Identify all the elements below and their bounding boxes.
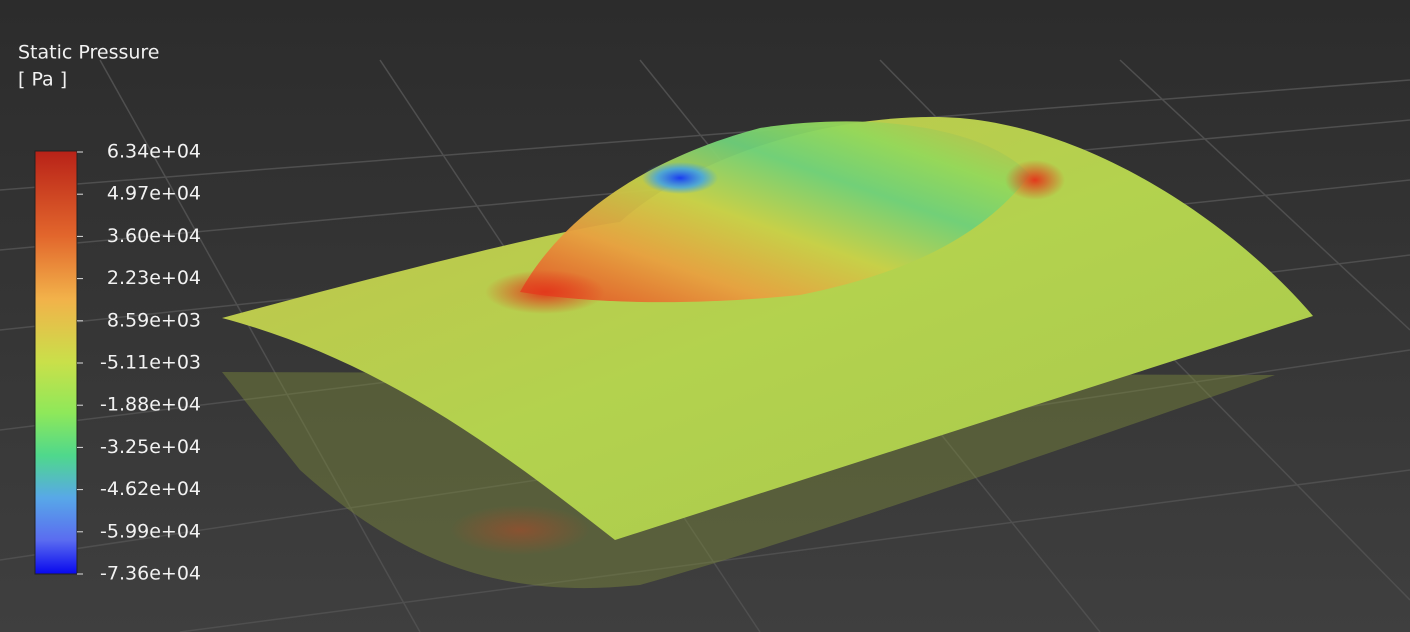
legend-label: 3.60e+04 — [107, 225, 201, 247]
legend-label: -5.99e+04 — [100, 520, 201, 542]
legend-label: 8.59e+03 — [107, 309, 201, 331]
legend-label: 6.34e+04 — [107, 141, 201, 163]
legend-label: -4.62e+04 — [100, 478, 201, 500]
legend-label: 4.97e+04 — [107, 183, 201, 205]
legend-label: -5.11e+03 — [100, 352, 201, 374]
legend-unit: [ Pa ] — [18, 69, 67, 91]
legend-label: -1.88e+04 — [100, 394, 201, 416]
bump-contour — [520, 121, 1030, 303]
legend-label: -3.25e+04 — [100, 436, 201, 458]
legend-title: Static Pressure — [18, 42, 160, 64]
suction-zone — [642, 162, 718, 194]
pressure-surface — [222, 116, 1313, 540]
legend-label: 2.23e+04 — [107, 267, 201, 289]
stagnation-zone — [1005, 160, 1065, 200]
stagnation-zone — [485, 270, 605, 314]
lower-zone — [450, 505, 590, 555]
color-bar — [34, 150, 78, 575]
legend-label: -7.36e+04 — [100, 563, 201, 585]
